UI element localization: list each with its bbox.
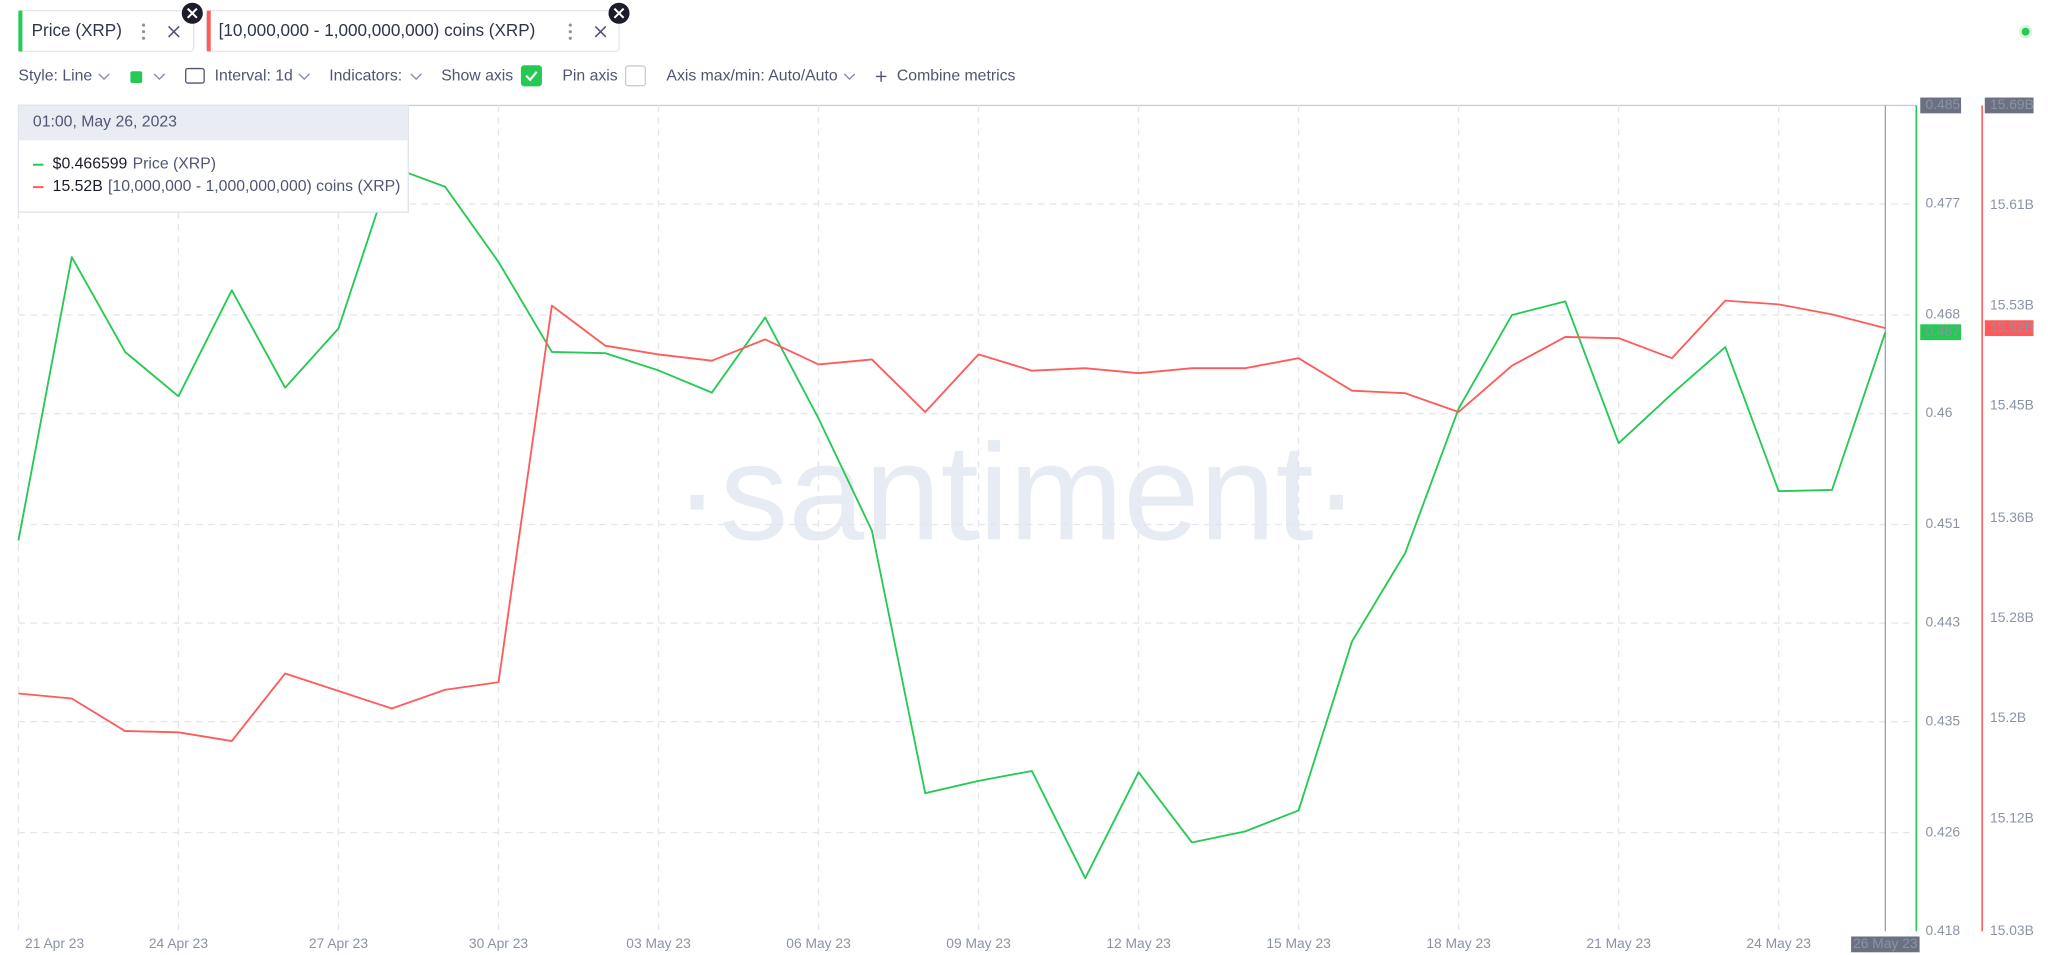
pin-axis-checkbox[interactable]: [624, 65, 647, 87]
y-tick-label: 0.426: [1926, 823, 1961, 839]
y2-tick-label: 15.53B: [1990, 296, 2034, 312]
show-axis-checkbox[interactable]: [520, 65, 542, 87]
x-tick-label: 30 Apr 23: [469, 935, 528, 951]
tooltip: 01:00, May 26, 2023 $0.466599 Price (XRP)…: [17, 104, 409, 213]
y2-tick-label: 15.12B: [1990, 809, 2034, 825]
series-line: [17, 166, 1887, 880]
chip-menu[interactable]: [568, 23, 572, 40]
x-tick-label: 24 Apr 23: [149, 935, 208, 951]
status-dot: [2019, 25, 2033, 39]
y-tick-label: 0.443: [1926, 614, 1961, 630]
x-tick-label: 15 May 23: [1266, 935, 1331, 951]
y-tick-label: 0.451: [1926, 515, 1961, 531]
y-tick-label: 0.468: [1926, 306, 1961, 322]
tooltip-metric: Price (XRP): [133, 156, 216, 173]
tooltip-value: $0.466599: [53, 156, 128, 173]
y-tick-label: 0.46: [1926, 404, 1953, 420]
tooltip-row: $0.466599 Price (XRP): [53, 156, 216, 173]
indicators-select[interactable]: Indicators:: [329, 68, 402, 85]
last-value-badge: [1920, 324, 1962, 341]
combine-metrics[interactable]: Combine metrics: [897, 68, 1016, 85]
x-tick-label: 21 May 23: [1586, 935, 1651, 951]
x-tick-label: 24 May 23: [1746, 935, 1811, 951]
interval-select[interactable]: Interval: 1d: [215, 68, 293, 85]
last-value-label: 0.467: [1926, 323, 1961, 339]
plot-area: 21 Apr 23 24 Apr 23 27 Apr 23 30 Apr 23 03 M…: [17, 96, 2034, 953]
chevron: [410, 73, 422, 81]
chip-color: [206, 10, 211, 52]
series-line: [18, 299, 1886, 742]
style-select[interactable]: Style: Line: [18, 68, 92, 85]
tooltip-metric: [10,000,000 - 1,000,000,000) coins (XRP): [108, 178, 400, 195]
axis-max-badge: [1984, 97, 2034, 114]
y-tick-label: 0.435: [1926, 712, 1961, 728]
y-tick-label: 0.418: [1926, 922, 1961, 938]
show-axis-label: Show axis: [441, 68, 513, 85]
x-tick-label: 18 May 23: [1426, 935, 1491, 951]
chevron: [298, 73, 311, 81]
y-tick-label: 0.485: [1926, 96, 1961, 112]
y2-tick-label: 15.03B: [1990, 922, 2034, 938]
y2-tick-label: 15.61B: [1990, 196, 2034, 212]
x-tick-label: 06 May 23: [786, 935, 851, 951]
chevron: [98, 73, 110, 81]
chip-remove[interactable]: [168, 25, 180, 38]
y2-tick-label: 15.2B: [1990, 709, 2026, 725]
x-tick-label: 21 Apr 23: [25, 935, 84, 951]
y2-tick-label: 15.36B: [1990, 509, 2034, 525]
x-tick-label: 09 May 23: [946, 935, 1011, 951]
tooltip-date: 01:00, May 26, 2023: [33, 114, 177, 131]
last-value-label: 15.52B: [1990, 319, 2034, 335]
x-tick-label: 12 May 23: [1106, 935, 1171, 951]
tooltip-header: [19, 106, 408, 141]
axis-range-select[interactable]: Axis max/min: Auto/Auto: [666, 68, 837, 85]
tooltip-row: 15.52B [10,000,000 - 1,000,000,000) coins…: [53, 178, 401, 195]
tooltip-value: 15.52B: [53, 178, 103, 195]
y-tick-label: 0.477: [1926, 195, 1961, 211]
chip-label: [10,000,000 - 1,000,000,000) coins (XRP): [219, 21, 536, 40]
last-value-badge: [1984, 320, 2034, 337]
chevron: [153, 73, 166, 81]
chip-close-icon: [613, 7, 625, 19]
x-tick-label: 27 Apr 23: [309, 935, 368, 951]
axis-max-badge: [1920, 97, 1962, 114]
color-picker[interactable]: [130, 71, 143, 84]
chip-remove[interactable]: [594, 25, 607, 38]
crosshair-badge: [1851, 936, 1920, 953]
crosshair-label: 26 May 23: [1853, 935, 1918, 951]
chip-color: [18, 10, 23, 52]
y2-tick-label: 15.69B: [1990, 96, 2034, 112]
x-tick-label: 03 May 23: [626, 935, 691, 951]
y2-tick-label: 15.28B: [1990, 609, 2034, 625]
chip-label: Price (XRP): [32, 21, 122, 40]
plus-icon: [875, 71, 887, 82]
y2-tick-label: 15.45B: [1990, 396, 2034, 412]
chip-menu[interactable]: [141, 23, 146, 40]
interval-icon: [185, 67, 205, 84]
chip-close-icon: [186, 7, 198, 19]
chevron: [843, 73, 856, 81]
watermark: ·santiment·: [674, 416, 1359, 569]
pin-axis-label: Pin axis: [562, 68, 617, 85]
check-mark: [525, 71, 538, 82]
